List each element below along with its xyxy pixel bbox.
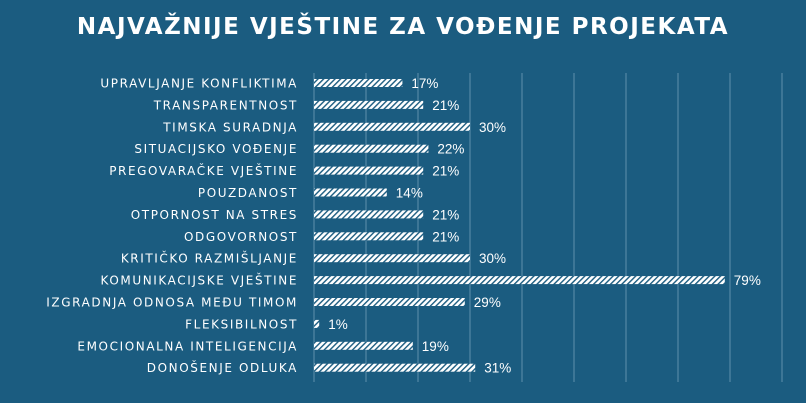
category-label: PREGOVARAČKE VJEŠTINE: [109, 163, 298, 178]
category-label: FLEKSIBILNOST: [185, 317, 298, 331]
bar: [314, 254, 470, 263]
value-label: 30%: [479, 120, 506, 135]
value-label: 21%: [432, 229, 459, 244]
value-label: 30%: [479, 251, 506, 266]
chart-title: NAJVAŽNIJE VJEŠTINE ZA VOĐENJE PROJEKATA: [76, 14, 730, 40]
category-label: UPRAVLJANJE KONFLIKTIMA: [100, 77, 298, 91]
value-label: 17%: [411, 76, 438, 91]
bar: [314, 144, 429, 153]
category-label: SITUACIJSKO VOĐENJE: [134, 142, 298, 156]
category-label: IZGRADNJA ODNOSA MEĐU TIMOM: [46, 296, 298, 310]
bar: [314, 166, 424, 175]
bar: [314, 210, 424, 219]
bar: [314, 319, 320, 328]
category-label: ODGOVORNOST: [184, 230, 298, 244]
bar: [314, 188, 387, 197]
category-label: KOMUNIKACIJSKE VJEŠTINE: [101, 273, 298, 288]
bar: [314, 122, 470, 131]
category-label: TRANSPARENTNOST: [153, 98, 298, 112]
bar: [314, 363, 476, 372]
category-label: TIMSKA SURADNJA: [162, 120, 298, 134]
bar: [314, 341, 413, 350]
value-label: 1%: [328, 317, 348, 332]
category-label: KRITIČKO RAZMIŠLJANJE: [121, 251, 298, 266]
value-label: 21%: [432, 164, 459, 179]
bar: [314, 100, 424, 109]
value-label: 19%: [422, 339, 449, 354]
bar: [314, 298, 465, 306]
value-label: 14%: [396, 186, 423, 201]
category-label: POUZDANOST: [198, 186, 298, 200]
bar: [314, 79, 403, 87]
value-label: 21%: [432, 98, 459, 113]
value-label: 29%: [474, 295, 501, 310]
bar: [314, 276, 725, 285]
category-label: EMOCIONALNA INTELIGENCIJA: [77, 339, 298, 353]
value-label: 79%: [734, 273, 761, 288]
value-label: 21%: [432, 207, 459, 222]
category-label: OTPORNOST NA STRES: [131, 208, 298, 222]
category-label: DONOŠENJE ODLUKA: [147, 360, 298, 375]
value-label: 31%: [484, 361, 511, 376]
bar: [314, 232, 424, 241]
value-label: 22%: [437, 142, 464, 157]
